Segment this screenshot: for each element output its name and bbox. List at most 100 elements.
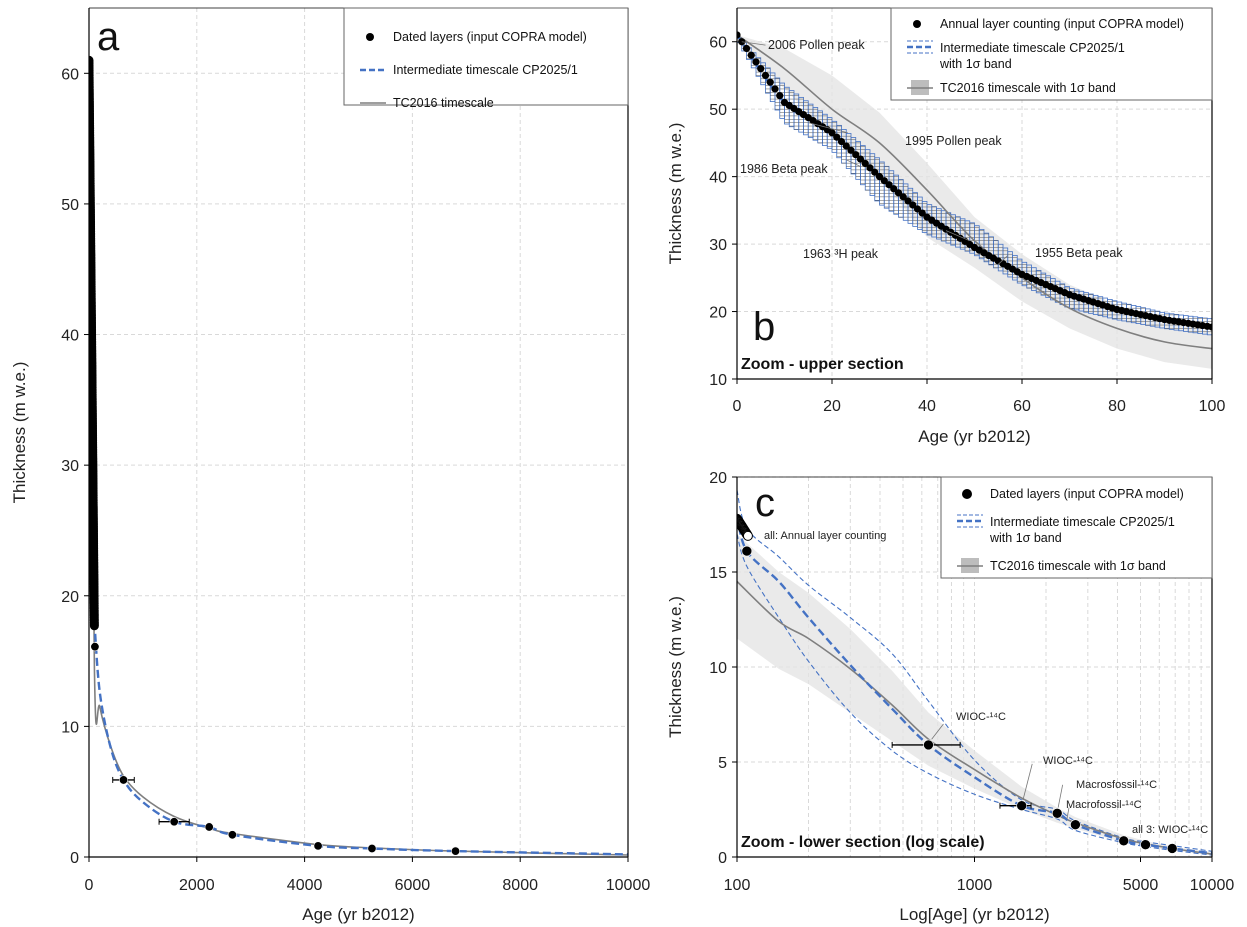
plot-area <box>737 490 1212 856</box>
x-tick-label: 10000 <box>606 877 651 894</box>
dated-layer-point <box>1118 835 1130 847</box>
legend-label-line2: with 1σ band <box>989 531 1062 545</box>
dated-layer-point <box>1070 819 1081 831</box>
annotation-leader <box>741 41 766 46</box>
panel-letter: b <box>753 305 775 349</box>
legend-swatch-marker <box>962 489 972 499</box>
dated-layer-point <box>90 642 100 652</box>
annual-layer-point <box>842 142 850 150</box>
x-tick-label: 0 <box>85 877 94 894</box>
x-tick-label: 20 <box>823 398 841 415</box>
y-axis-title: Thickness (m w.e.) <box>666 596 685 738</box>
panel-letter: c <box>755 481 775 525</box>
legend-item: Dated layers (input COPRA model) <box>962 487 1184 501</box>
cp2025-line <box>737 514 1212 855</box>
tc2016-line <box>89 60 628 856</box>
legend: Dated layers (input COPRA model) Intermed… <box>343 7 629 110</box>
panel-letter: a <box>97 15 120 59</box>
dated-layer-point <box>1016 800 1027 812</box>
legend-label: Intermediate timescale CP2025/1 <box>940 41 1125 55</box>
x-tick-label: 80 <box>1108 398 1126 415</box>
x-tick-label: 1000 <box>957 877 993 894</box>
annual-layer-point <box>847 146 855 154</box>
y-tick-label: 0 <box>70 850 79 867</box>
legend-item: Annual layer counting (input COPRA model… <box>913 17 1184 31</box>
annual-layer-point <box>852 151 860 159</box>
y-tick-label: 15 <box>709 565 727 582</box>
legend-label-line2: with 1σ band <box>939 57 1012 71</box>
legend-item: Intermediate timescale CP2025/1 <box>360 63 578 77</box>
annual-layer-point <box>747 51 755 59</box>
annual-layer-point <box>918 209 926 217</box>
gridlines <box>89 8 629 857</box>
annual-layer-point <box>828 129 836 137</box>
annotations: all: Annual layer counting WIOC-¹⁴C WIOC-¹… <box>764 530 1208 836</box>
legend: Dated layers (input COPRA model) Intermed… <box>940 476 1213 579</box>
annual-layer-point <box>766 78 774 86</box>
zoom-label: Zoom - lower section (log scale) <box>741 834 985 851</box>
x-tick-label: 10000 <box>1190 877 1235 894</box>
y-tick-label: 5 <box>718 755 727 772</box>
annotation-leader <box>931 723 944 740</box>
y-axis-title: Thickness (m w.e.) <box>666 123 685 265</box>
legend: Annual layer counting (input COPRA model… <box>890 7 1213 101</box>
plot-area <box>737 31 1212 369</box>
annual-layer-point <box>742 44 751 53</box>
dated-markers <box>737 513 1178 854</box>
y-tick-label: 10 <box>709 372 727 389</box>
annual-layer-point <box>752 58 760 66</box>
annotation-label: WIOC-¹⁴C <box>956 711 1006 723</box>
tc2016-band <box>737 35 1212 369</box>
y-tick-label: 10 <box>61 719 79 736</box>
dated-layer-point <box>1051 807 1063 819</box>
annual-layer-point <box>737 31 741 39</box>
y-tick-label: 10 <box>709 660 727 677</box>
annotation-leader <box>1022 763 1033 801</box>
panel-b: 0 20 40 60 80 100 10 20 30 40 50 60 Age (yr b2012) Th… <box>666 7 1226 446</box>
annual-layer-point <box>885 181 893 189</box>
annual-layer-point <box>861 159 869 168</box>
annual-layer-point <box>894 189 903 197</box>
annotations: 2006 Pollen peak 1995 Pollen peak 1986 Bet… <box>740 38 1123 265</box>
panel-c: 100 1000 5000 10000 0 5 10 15 20 Log[Age] (yr b20… <box>666 470 1234 924</box>
legend-box <box>890 7 1213 101</box>
annotation-label: 1955 Beta peak <box>1035 246 1123 260</box>
y-tick-label: 0 <box>718 850 727 867</box>
y-tick-label: 30 <box>709 237 727 254</box>
y-tick-label: 20 <box>709 470 727 487</box>
legend-label: Intermediate timescale CP2025/1 <box>393 63 578 77</box>
legend-label: Dated layers (input COPRA model) <box>393 30 587 44</box>
annotation-leader <box>997 255 1009 265</box>
dated-layer-point <box>1140 839 1151 850</box>
tc2016-band <box>737 534 1212 856</box>
plot-area <box>89 55 628 856</box>
legend-item: Intermediate timescale CP2025/1 with 1σ b… <box>907 40 1125 71</box>
y-tick-label: 20 <box>709 305 727 322</box>
dated-layer-point <box>204 822 214 832</box>
annual-layer-point <box>890 185 898 193</box>
y-tick-label: 30 <box>61 458 79 475</box>
legend-label: TC2016 timescale with 1σ band <box>990 559 1166 573</box>
x-tick-label: 100 <box>1199 398 1226 415</box>
annotation-label: 1986 Beta peak <box>740 162 828 176</box>
annual-layer-point <box>837 137 846 146</box>
y-tick-label: 40 <box>61 328 79 345</box>
dated-layer-point <box>923 739 934 751</box>
annual-layer-point <box>904 197 912 205</box>
annotation-leader <box>1066 807 1070 820</box>
y-tick-label: 40 <box>709 170 727 187</box>
annual-layer-point <box>871 168 879 176</box>
zoom-label: Zoom - upper section <box>741 356 904 373</box>
x-tick-label: 4000 <box>287 877 323 894</box>
annual-layer-point <box>875 173 884 181</box>
x-axis-title: Age (yr b2012) <box>918 427 1030 446</box>
panel-a: 0 2000 4000 6000 8000 10000 0 10 20 30 40 50 60 Age (… <box>10 7 651 924</box>
dated-layer-point <box>313 841 323 851</box>
legend-label: Intermediate timescale CP2025/1 <box>990 515 1175 529</box>
annotation-label: 2006 Pollen peak <box>768 38 865 52</box>
legend-item: Dated layers (input COPRA model) <box>366 30 587 44</box>
legend-swatch-marker <box>366 33 374 41</box>
legend-box <box>343 7 629 106</box>
legend-label: TC2016 timescale with 1σ band <box>940 81 1116 95</box>
annual-layer-point <box>866 164 874 172</box>
